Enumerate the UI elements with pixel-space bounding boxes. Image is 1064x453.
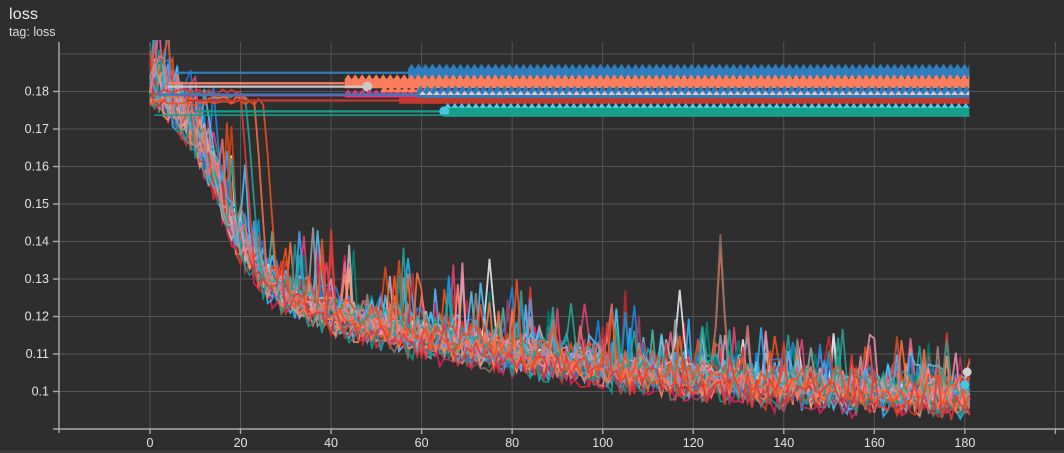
loss-run-curve [149, 49, 971, 419]
x-tick-label: 100 [592, 436, 613, 450]
plateau-blue-top-band [408, 63, 970, 78]
y-tick-label: 0.14 [25, 235, 49, 249]
plateau-coral-band [344, 74, 970, 89]
loss-run-curve [149, 91, 971, 401]
loss-run-curve [149, 97, 971, 409]
run-end-marker [962, 367, 972, 377]
y-tick-label: 0.18 [25, 85, 49, 99]
card-bottom-edge [0, 450, 1064, 453]
y-tick-label: 0.12 [25, 310, 49, 324]
chart-subtitle: tag: loss [9, 25, 56, 39]
run-curves-layer [149, 40, 971, 421]
x-tick-label: 80 [505, 436, 519, 450]
y-tick-label: 0.15 [25, 197, 49, 211]
x-tick-label: 140 [773, 436, 794, 450]
plateau-gray-end-marker [362, 81, 373, 92]
run-end-marker [960, 380, 970, 390]
x-tick-label: 60 [415, 436, 429, 450]
chart-title: loss [9, 6, 39, 23]
plateau-blue-mid-overlay-teeth [419, 91, 970, 95]
plateau-teal-band [444, 106, 970, 117]
y-tick-label: 0.17 [25, 122, 49, 136]
plateau-teal-start-marker [439, 106, 450, 117]
chart-header: loss tag: loss [9, 6, 56, 40]
loss-run-curve [149, 88, 970, 421]
y-tick-label: 0.13 [25, 272, 49, 286]
y-tick-label: 0.11 [26, 347, 49, 361]
x-tick-label: 120 [683, 436, 704, 450]
y-tick-label: 0.16 [25, 160, 49, 174]
x-tick-label: 160 [864, 436, 885, 450]
plateau-red-band [398, 97, 970, 104]
x-tick-label: 0 [147, 436, 154, 450]
plateau-blue-mid-band [417, 85, 970, 100]
y-tick-label: 0.1 [32, 385, 49, 399]
plateau-teal-teeth [444, 102, 970, 108]
x-tick-label: 40 [324, 436, 338, 450]
x-tick-label: 180 [954, 436, 975, 450]
x-tick-label: 20 [234, 436, 248, 450]
